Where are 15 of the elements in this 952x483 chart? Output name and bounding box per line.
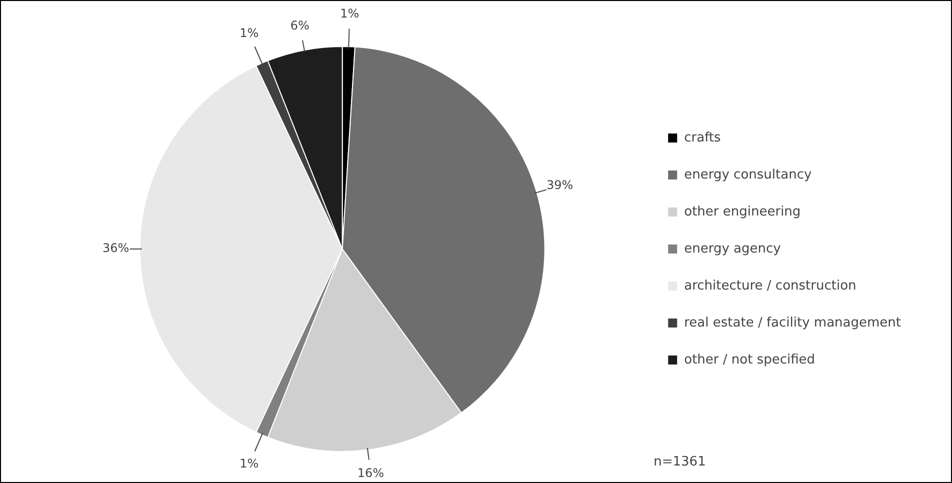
legend-label: architecture / construction [684,278,856,294]
data-label: 1% [240,456,259,470]
data-label: 1% [340,6,360,21]
legend-label: other / not specified [684,352,816,368]
data-label: 39% [546,178,574,192]
data-label: 36% [102,241,130,256]
text: n=1361 [654,454,706,470]
data-label: 16% [357,466,384,480]
legend-label: energy agency [684,241,782,256]
legend-label: crafts [684,130,722,146]
legend-label: other engineering [684,204,801,220]
legend-label: real estate / facility management [684,315,901,330]
legend-label: energy consultancy [684,167,812,182]
data-label: 1% [240,26,259,40]
data-label: 6% [290,18,310,33]
